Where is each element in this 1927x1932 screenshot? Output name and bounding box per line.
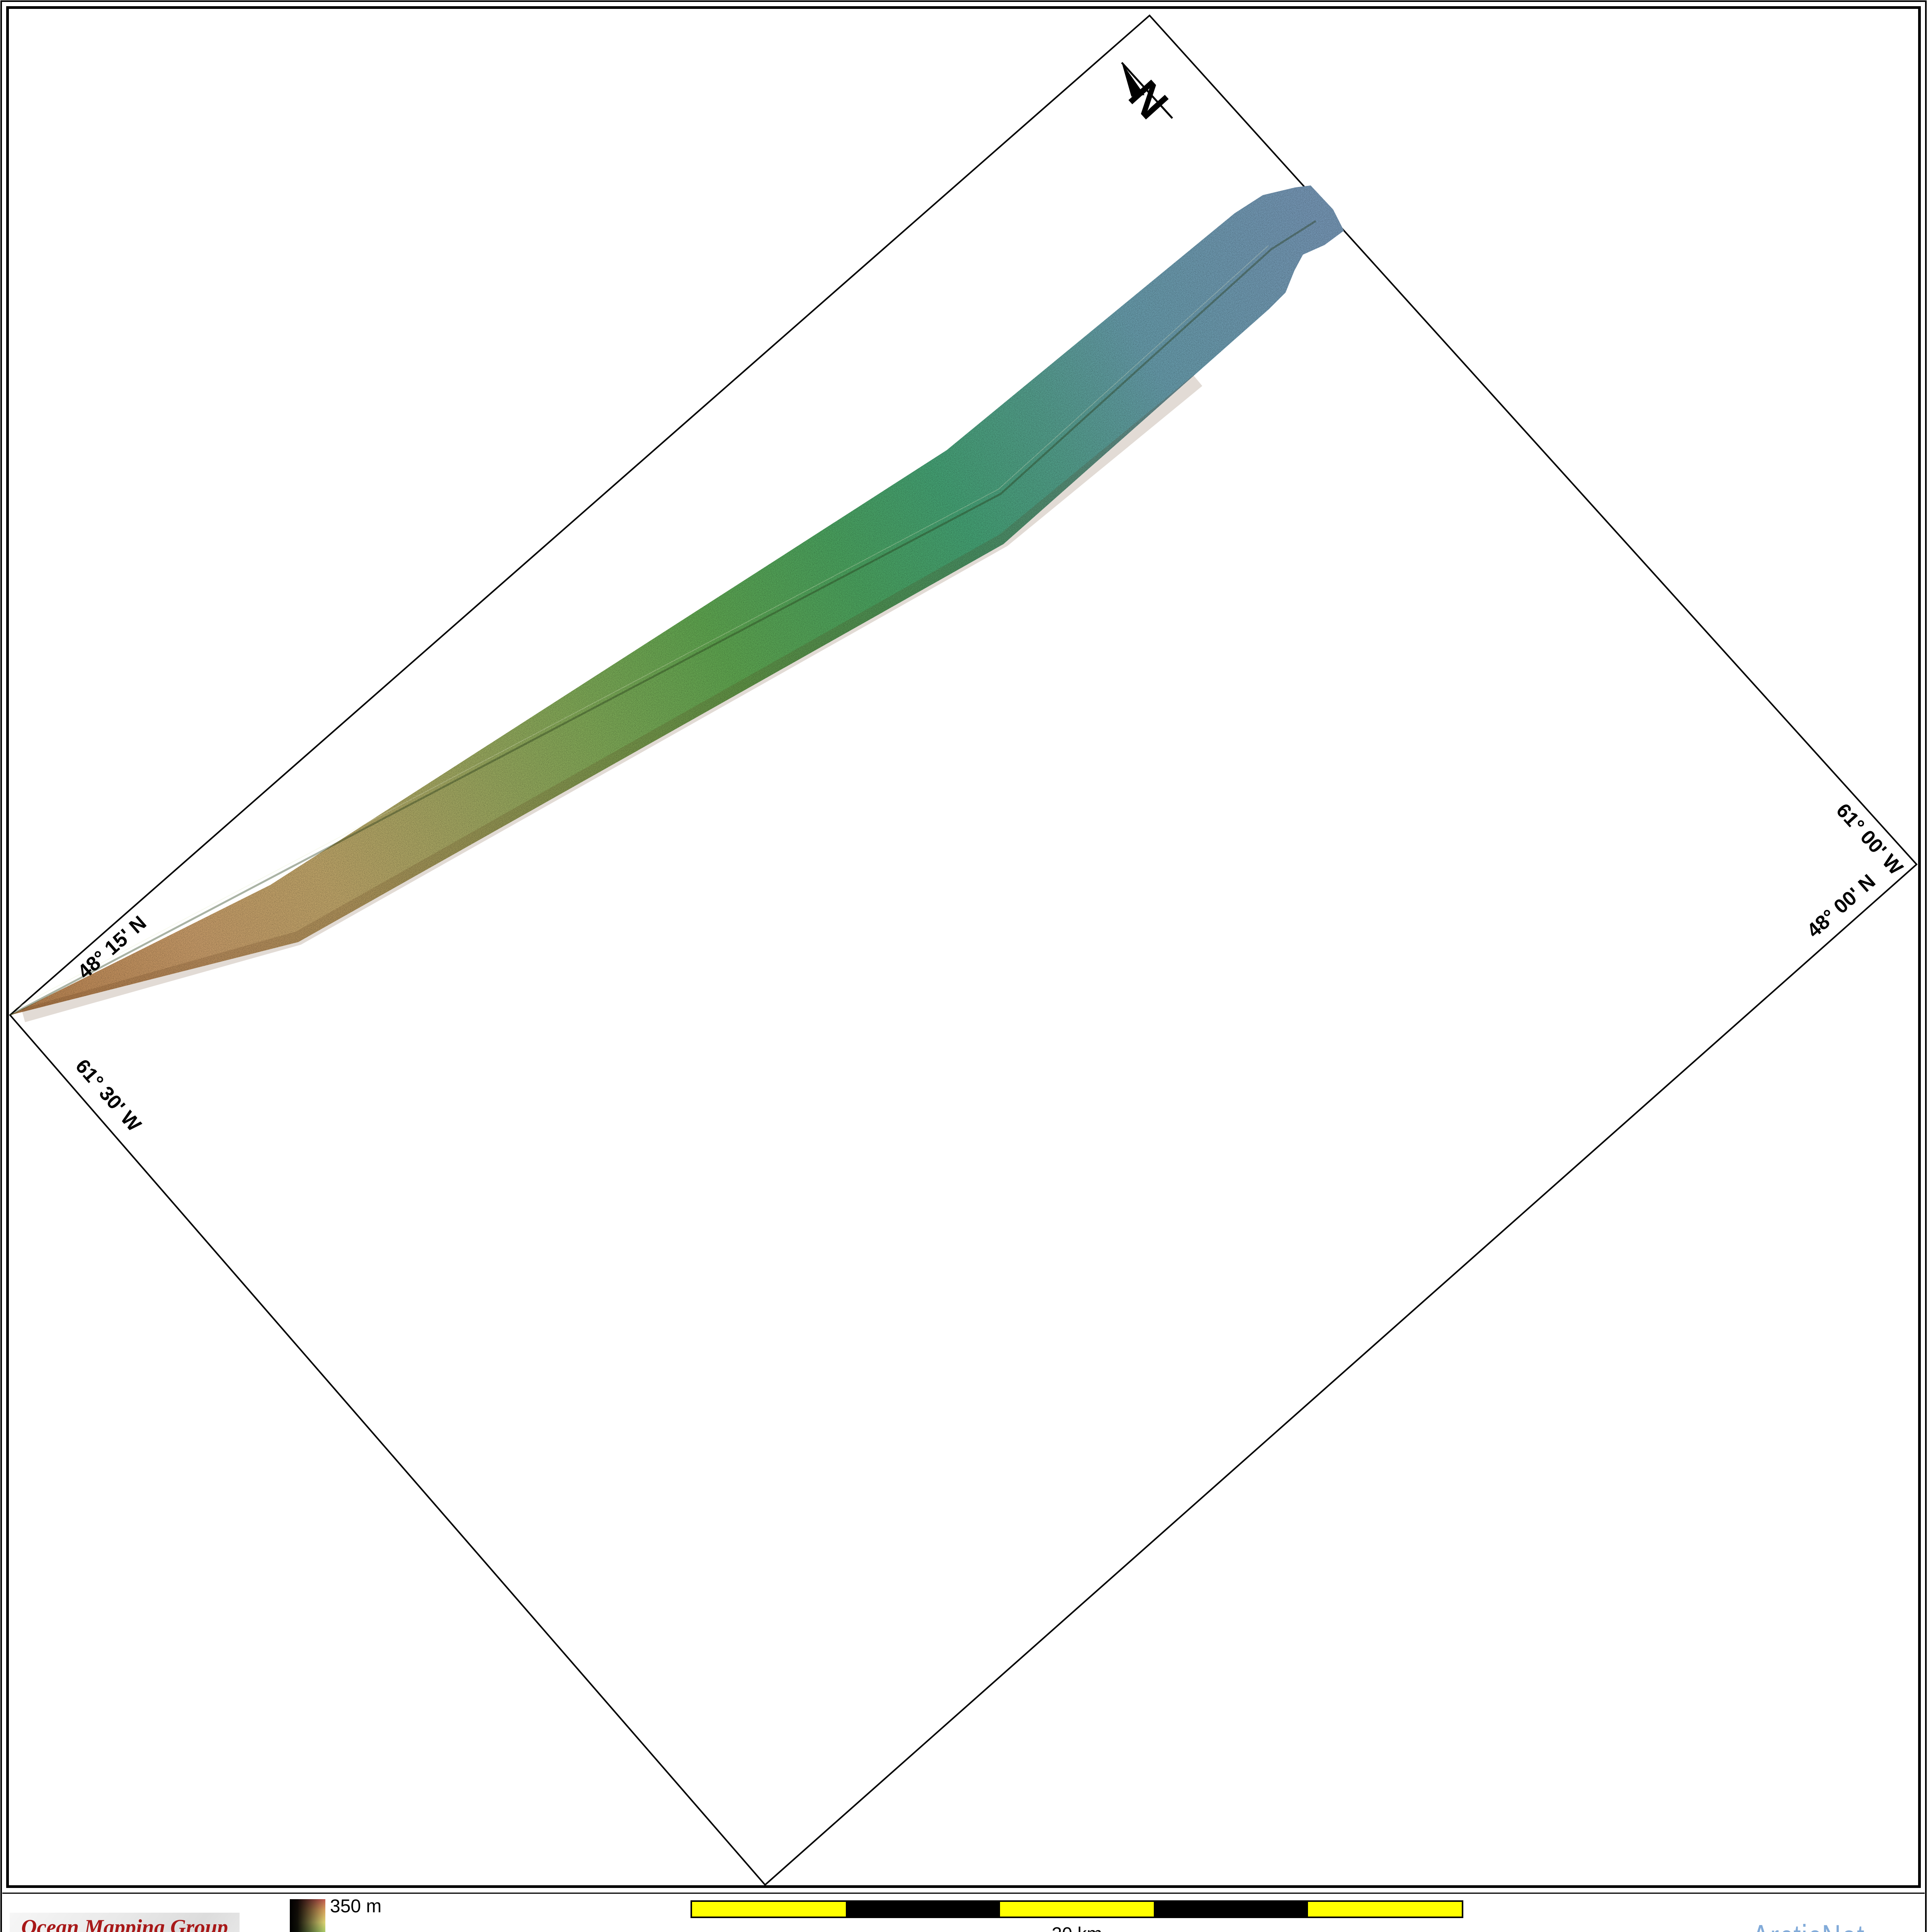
scalebar-segment (1308, 1902, 1462, 1917)
scalebar-segment (1000, 1902, 1154, 1917)
scalebar-segment (692, 1902, 846, 1917)
north-arrow-head (1122, 63, 1145, 97)
scalebar-segment (1154, 1902, 1308, 1917)
omg-logo: Ocean Mapping Group University of New Br… (10, 1913, 240, 1932)
scalebar-km-label: 20 km (691, 1923, 1463, 1932)
legend-separator-line (2, 1893, 1925, 1894)
graticule-diamond (9, 14, 1918, 1886)
scalebar-segment (846, 1902, 1000, 1917)
depth-colorbar (290, 1899, 325, 1932)
scalebar-km (691, 1900, 1463, 1918)
omg-logo-title: Ocean Mapping Group (21, 1915, 228, 1932)
depth-scale-shallow-label: 350 m (330, 1896, 382, 1917)
arcticnet-logo: ArcticNet (1718, 1917, 1899, 1932)
